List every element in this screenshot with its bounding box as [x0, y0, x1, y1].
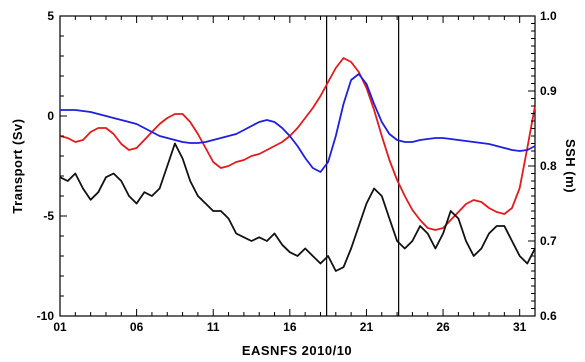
y-right-tick-label: 0.7: [540, 234, 557, 248]
y-axis-left-title: Transport (Sv): [10, 118, 25, 213]
y-left-tick-label: 0: [47, 109, 54, 123]
x-tick-label: 01: [53, 320, 67, 334]
x-axis-title: EASNFS 2010/10: [242, 343, 352, 358]
x-tick-label: 16: [283, 320, 297, 334]
x-tick-label: 21: [360, 320, 374, 334]
axis-ticks: [59, 15, 536, 317]
x-tick-label: 31: [513, 320, 527, 334]
tick-labels: 01 06 11 16 21 26 31 5 0 -5 -10 1.0 0.9 0.8 0.7 0.6: [37, 9, 557, 334]
y-axis-right-title: SSH (m): [563, 139, 578, 193]
y-right-tick-label: 0.9: [540, 84, 557, 98]
event-markers: [326, 16, 400, 316]
blue-series-line: [60, 73, 536, 173]
y-right-tick-label: 1.0: [540, 9, 557, 23]
y-right-tick-label: 0.8: [540, 159, 557, 173]
red-series-line: [59, 57, 536, 231]
black-series-line: [59, 142, 536, 272]
y-left-tick-label: -10: [37, 309, 55, 323]
y-left-tick-label: -5: [43, 209, 54, 223]
plot-area: [59, 15, 536, 317]
x-tick-label: 06: [130, 320, 144, 334]
x-tick-label: 11: [207, 320, 220, 334]
y-right-tick-label: 0.6: [540, 309, 557, 323]
series-layer: [59, 57, 536, 272]
y-left-tick-label: 5: [47, 9, 54, 23]
x-tick-label: 26: [436, 320, 450, 334]
